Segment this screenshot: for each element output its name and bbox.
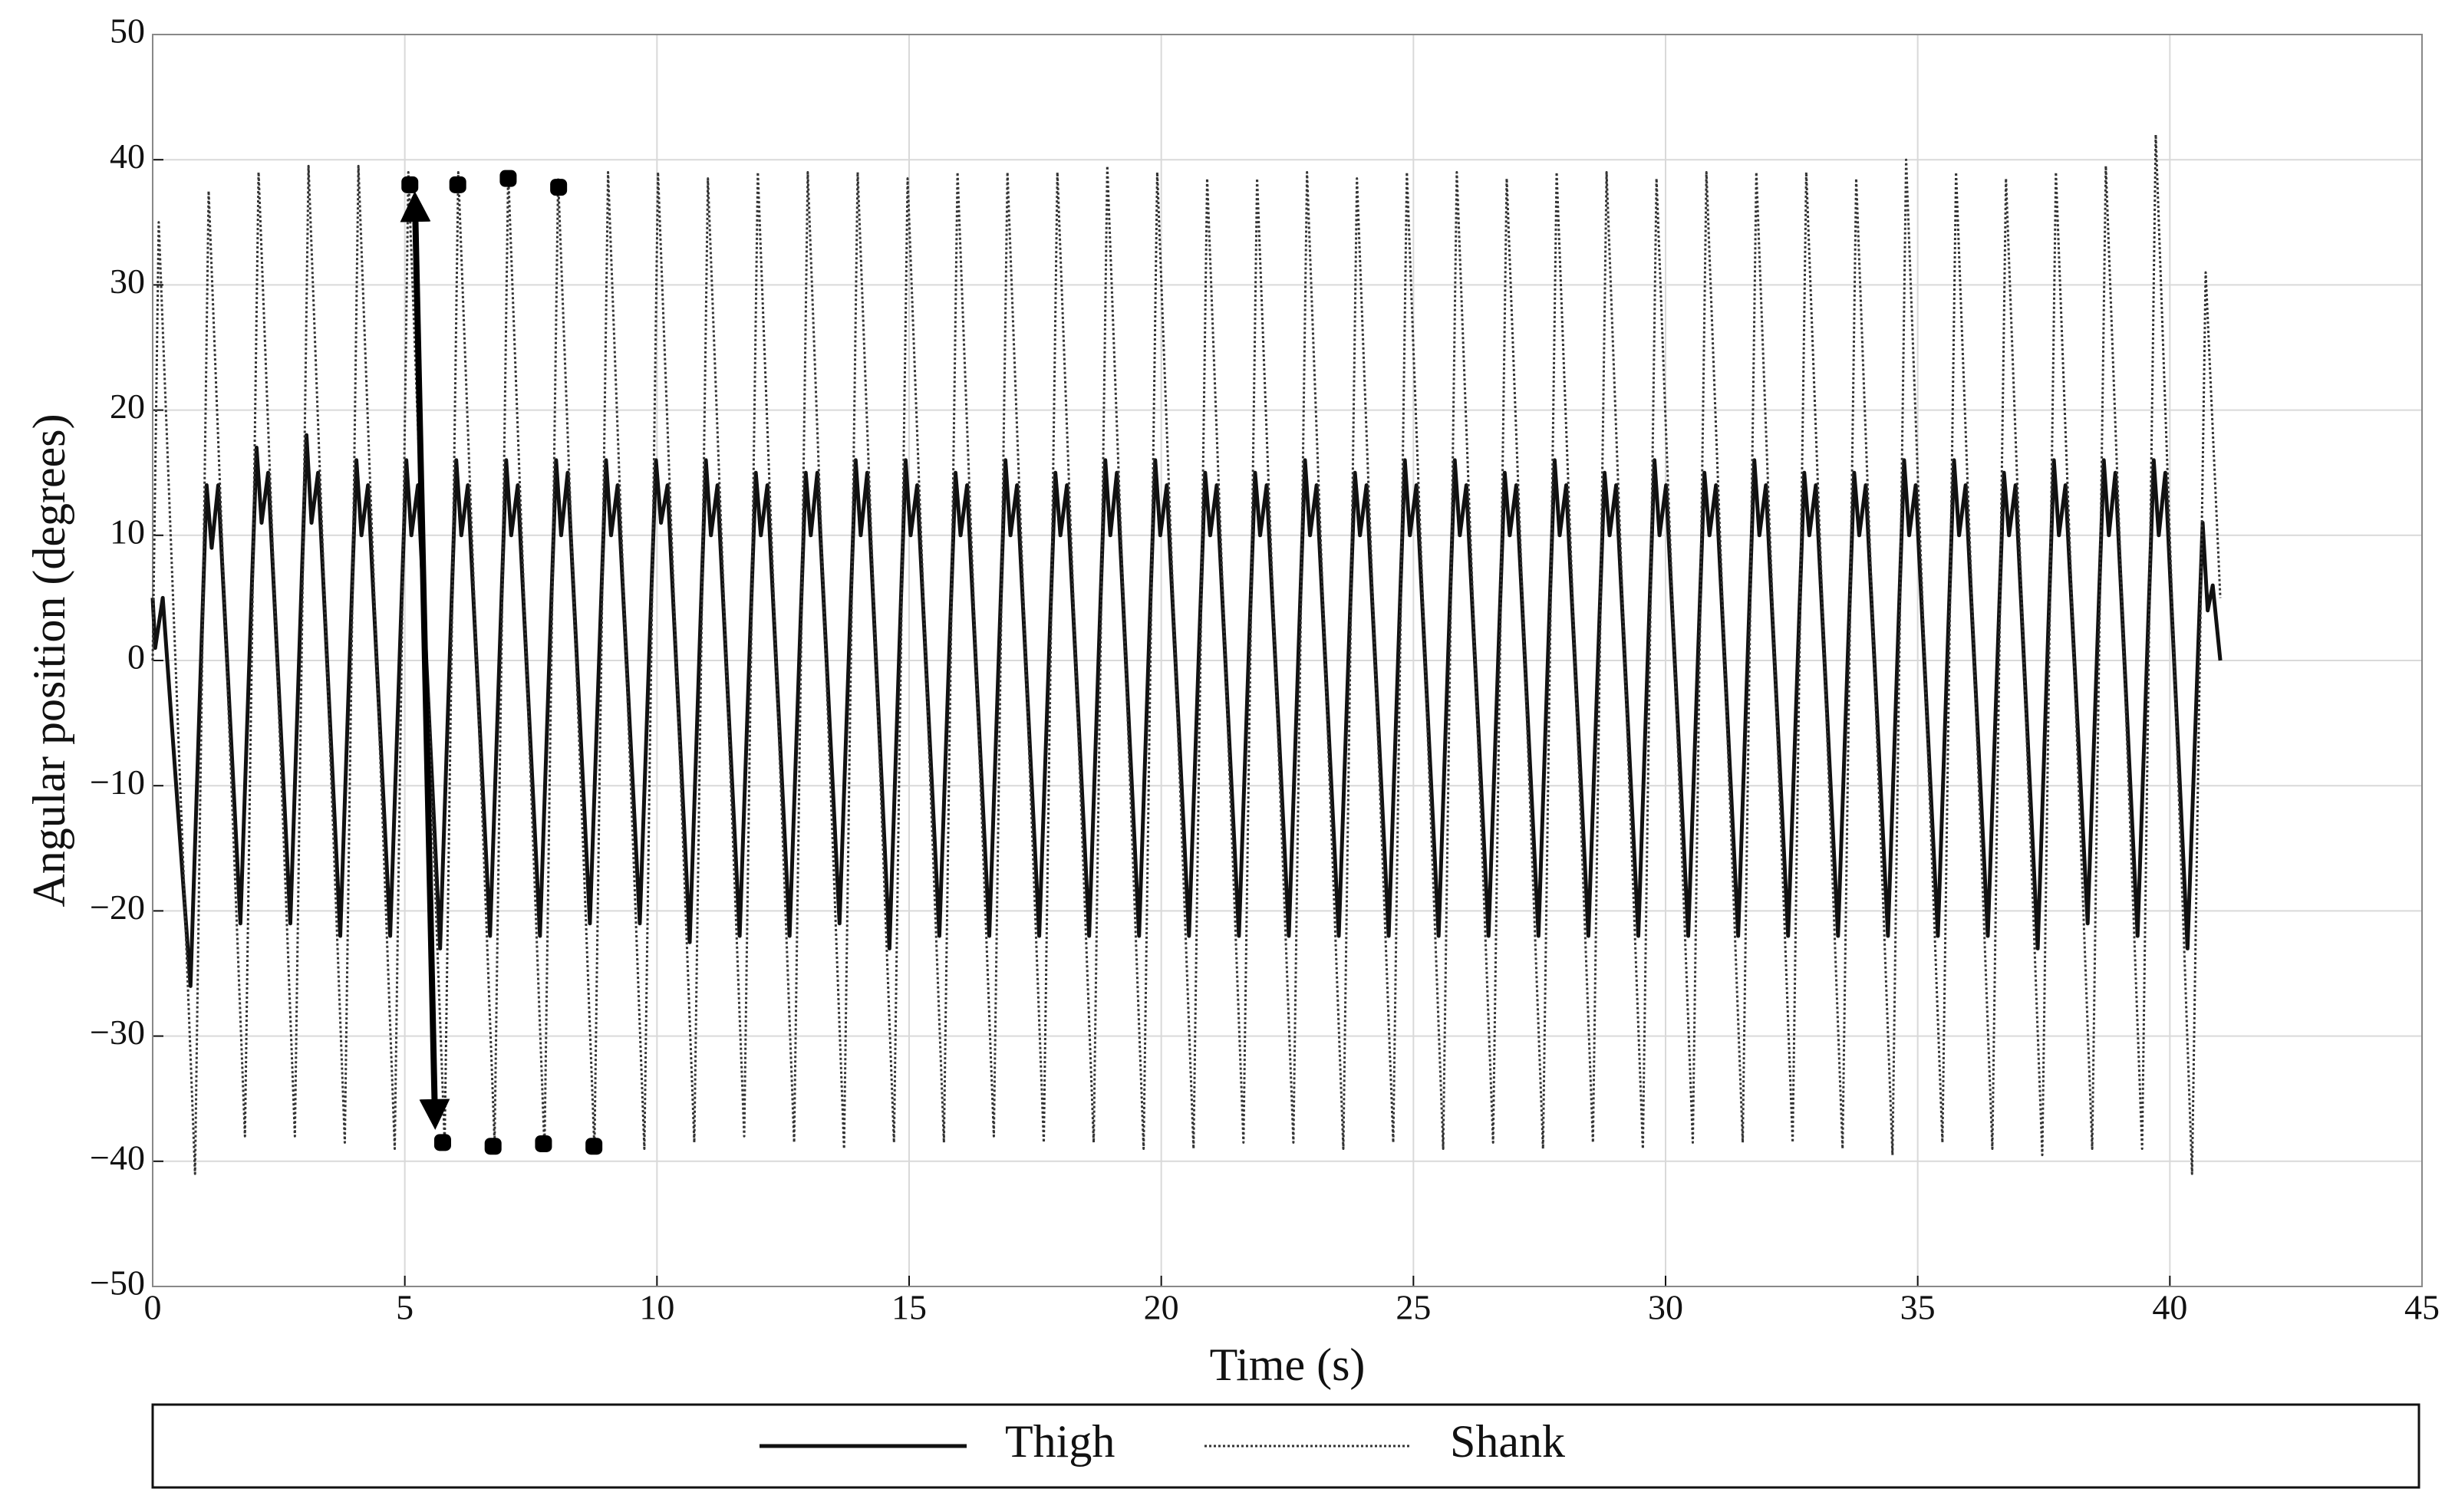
marker-point xyxy=(550,179,568,196)
x-tick-label: 0 xyxy=(144,1288,162,1327)
y-axis-title: Angular position (degrees) xyxy=(24,413,74,907)
y-tick-label: −50 xyxy=(90,1263,145,1303)
marker-point xyxy=(585,1138,603,1155)
marker-point xyxy=(449,176,466,193)
x-tick-label: 10 xyxy=(639,1288,674,1327)
y-tick-label: 40 xyxy=(110,137,145,176)
marker-point xyxy=(535,1135,552,1152)
y-tick-label: −40 xyxy=(90,1138,145,1177)
y-tick-label: 30 xyxy=(110,262,145,301)
x-tick-label: 45 xyxy=(2404,1288,2440,1327)
y-tick-label: 20 xyxy=(110,387,145,426)
arrow xyxy=(400,191,450,1130)
x-tick-label: 20 xyxy=(1144,1288,1179,1327)
marker-point xyxy=(499,170,517,187)
legend-label: Thigh xyxy=(1005,1416,1115,1467)
x-tick-label: 35 xyxy=(1900,1288,1936,1327)
x-axis-title: Time (s) xyxy=(1210,1339,1366,1390)
y-tick-label: −10 xyxy=(90,763,145,802)
y-tick-label: 0 xyxy=(127,637,145,677)
marker-point xyxy=(401,176,419,193)
x-tick-label: 40 xyxy=(2152,1288,2187,1327)
y-tick-label: −30 xyxy=(90,1013,145,1052)
marker-point xyxy=(484,1138,502,1155)
legend-box xyxy=(151,1403,2420,1489)
x-tick-label: 30 xyxy=(1648,1288,1683,1327)
legend-label: Shank xyxy=(1450,1416,1565,1467)
x-tick-label: 5 xyxy=(396,1288,414,1327)
x-tick-label: 15 xyxy=(891,1288,927,1327)
marker-point xyxy=(433,1134,451,1151)
x-tick-label: 25 xyxy=(1396,1288,1431,1327)
y-tick-label: −20 xyxy=(90,888,145,927)
y-tick-label: 50 xyxy=(110,12,145,51)
y-tick-label: 10 xyxy=(110,512,145,551)
